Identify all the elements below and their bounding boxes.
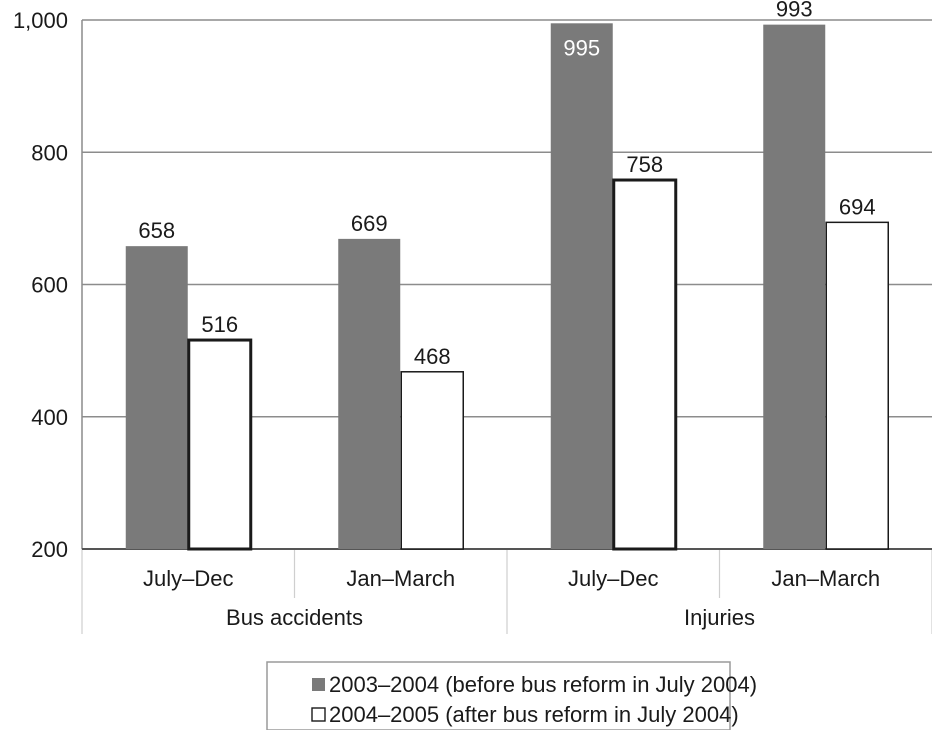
legend-label: 2004–2005 (after bus reform in July 2004… — [329, 702, 739, 727]
bar-2003-2004 — [550, 23, 613, 549]
x-tick-label: July–Dec — [568, 566, 658, 591]
bar-value-label: 468 — [414, 344, 451, 369]
legend-label: 2003–2004 (before bus reform in July 200… — [329, 672, 757, 697]
bar-value-label: 694 — [839, 194, 876, 219]
bar-2003-2004 — [763, 24, 826, 550]
legend-box — [266, 661, 731, 730]
group-label: Bus accidents — [226, 605, 363, 630]
bar-2004-2005 — [187, 338, 253, 551]
legend-swatch — [312, 678, 325, 691]
bar-2004-2005 — [825, 221, 889, 550]
y-tick-label: 1,000 — [13, 8, 68, 33]
x-tick-label: Jan–March — [771, 566, 880, 591]
legend-swatch — [311, 707, 326, 722]
y-tick-label: 800 — [31, 140, 68, 165]
group-label: Injuries — [684, 605, 755, 630]
bars — [125, 23, 889, 551]
bar-value-label: 658 — [138, 218, 175, 243]
legend: 2003–2004 (before bus reform in July 200… — [266, 661, 757, 730]
bar-value-label: 516 — [201, 312, 238, 337]
y-tick-label: 400 — [31, 405, 68, 430]
bar-2004-2005 — [612, 178, 678, 551]
bar-value-label: 995 — [563, 35, 600, 60]
bar-2003-2004 — [338, 238, 401, 549]
labels: 200 400 600 800 1,000 658 516 669 468 995 758 993 69… — [13, 0, 880, 630]
bar-value-label: 993 — [776, 0, 813, 22]
y-tick-label: 200 — [31, 537, 68, 562]
x-tick-label: July–Dec — [143, 566, 233, 591]
bar-2004-2005 — [400, 371, 464, 550]
x-tick-label: Jan–March — [346, 566, 455, 591]
bar-value-label: 669 — [351, 211, 388, 236]
y-tick-label: 600 — [31, 273, 68, 298]
bar-value-label: 758 — [626, 152, 663, 177]
bar-2003-2004 — [125, 246, 188, 549]
